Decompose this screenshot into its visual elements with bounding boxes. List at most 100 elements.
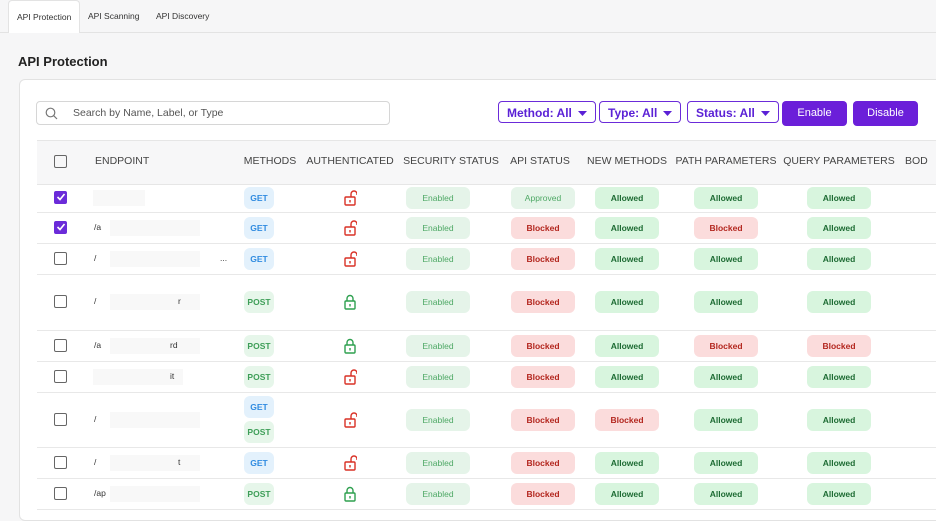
redacted (110, 485, 200, 502)
column-header: API STATUS (510, 155, 570, 167)
path-parameters-badge: Allowed (694, 482, 758, 505)
method-badge: POST (244, 334, 274, 357)
new-methods-badge: Allowed (595, 186, 659, 209)
security-status-badge: Enabled (406, 334, 470, 357)
tab-divider (0, 32, 936, 33)
new-methods-badge: Allowed (595, 451, 659, 474)
new-methods-badge: Allowed (595, 482, 659, 505)
column-header: ENDPOINT (95, 155, 150, 167)
locked-icon (343, 294, 357, 310)
api-status-badge: Blocked (511, 482, 575, 505)
unlocked-icon (343, 411, 358, 428)
api-status-badge: Blocked (511, 216, 575, 239)
row-checkbox[interactable] (54, 338, 67, 352)
query-parameters-badge: Allowed (807, 408, 871, 431)
column-header: NEW METHODS (587, 155, 667, 167)
action-button[interactable]: Enable (782, 101, 847, 126)
row-checkbox[interactable] (54, 295, 67, 308)
row-checkbox[interactable] (54, 412, 67, 426)
tab[interactable]: API Discovery (156, 11, 210, 21)
path-parameters-badge: Blocked (694, 334, 758, 357)
endpoint: / (94, 296, 97, 306)
row-divider (37, 392, 936, 393)
endpoint-end: r (178, 296, 181, 306)
unlocked-icon (343, 189, 358, 206)
filter-dropdown[interactable]: Status: All (687, 101, 779, 123)
tab[interactable]: API Scanning (88, 11, 140, 21)
new-methods-badge: Allowed (595, 365, 659, 388)
row-checkbox[interactable] (54, 455, 67, 469)
tab[interactable]: API Protection (8, 0, 81, 33)
endpoint: / (94, 252, 97, 263)
security-status-badge: Enabled (406, 365, 470, 388)
security-status-badge: Enabled (406, 291, 470, 313)
security-status-badge: Enabled (406, 247, 470, 270)
query-parameters-badge: Allowed (807, 247, 871, 270)
column-header: SECURITY STATUS (403, 155, 499, 167)
locked-icon (343, 486, 357, 502)
row-divider (37, 274, 936, 275)
query-parameters-badge: Allowed (807, 186, 871, 209)
endpoint-end: rd (170, 339, 178, 350)
search-box[interactable]: Search by Name, Label, or Type (36, 101, 390, 125)
row-checkbox[interactable] (54, 220, 67, 234)
caret (663, 110, 673, 116)
search-icon (45, 107, 58, 120)
method-badge: POST (244, 365, 274, 388)
new-methods-badge: Allowed (595, 291, 659, 313)
endpoint-end: ... (220, 252, 228, 263)
heading: API Protection (18, 54, 108, 69)
row-checkbox[interactable] (54, 190, 67, 204)
redacted (110, 250, 200, 267)
select-all-checkbox[interactable] (54, 155, 67, 168)
action-button[interactable]: Disable (853, 101, 918, 126)
caret (577, 110, 587, 116)
filter-dropdown[interactable]: Method: All (498, 101, 596, 123)
row-divider (37, 509, 936, 510)
query-parameters-badge: Allowed (807, 451, 871, 474)
security-status-badge: Enabled (406, 451, 470, 474)
row-divider (37, 447, 936, 448)
path-parameters-badge: Allowed (694, 451, 758, 474)
path-parameters-badge: Blocked (694, 216, 758, 239)
query-parameters-badge: Allowed (807, 482, 871, 505)
path-parameters-badge: Allowed (694, 408, 758, 431)
query-parameters-badge: Allowed (807, 291, 871, 313)
path-parameters-badge: Allowed (694, 247, 758, 270)
method-badge: POST (244, 482, 274, 505)
table-header (37, 140, 936, 185)
query-parameters-badge: Allowed (807, 216, 871, 239)
filter-dropdown[interactable]: Type: All (599, 101, 682, 123)
row-checkbox[interactable] (54, 369, 67, 383)
method-badge: GET (244, 247, 274, 270)
endpoint: / (94, 456, 97, 467)
redacted (110, 337, 200, 354)
row-checkbox[interactable] (54, 251, 67, 265)
row-divider (37, 243, 936, 244)
security-status-badge: Enabled (406, 482, 470, 505)
api-status-badge: Blocked (511, 365, 575, 388)
path-parameters-badge: Allowed (694, 365, 758, 388)
api-status-badge: Blocked (511, 451, 575, 474)
new-methods-badge: Blocked (595, 408, 659, 431)
new-methods-badge: Allowed (595, 334, 659, 357)
row-divider (37, 478, 936, 479)
unlocked-icon (343, 250, 358, 267)
row-checkbox[interactable] (54, 486, 67, 500)
row-divider (37, 330, 936, 331)
caret (760, 110, 770, 116)
query-parameters-badge: Blocked (807, 334, 871, 357)
method-badge: GET (244, 186, 274, 209)
column-header: BOD (905, 155, 928, 167)
endpoint: / (94, 413, 97, 424)
method-badge: GET (244, 451, 274, 474)
redacted (93, 368, 183, 385)
redacted (110, 454, 200, 471)
column-header: QUERY PARAMETERS (783, 155, 895, 167)
security-status-badge: Enabled (406, 216, 470, 239)
path-parameters-badge: Allowed (694, 186, 758, 209)
unlocked-icon (343, 368, 358, 385)
unlocked-icon (343, 454, 358, 471)
endpoint-end: it (170, 370, 175, 381)
